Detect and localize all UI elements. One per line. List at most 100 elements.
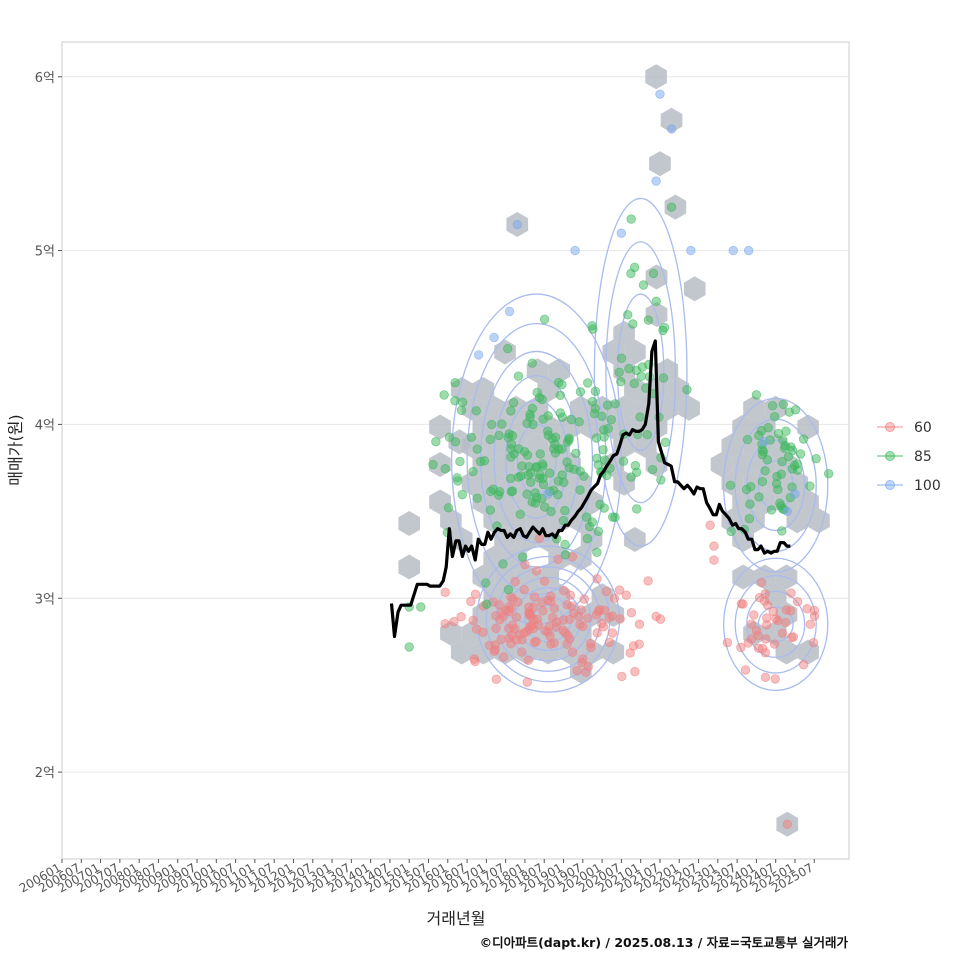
scatter-point (535, 470, 545, 480)
scatter-point (726, 526, 736, 537)
scatter-point (538, 606, 548, 616)
scatter-point (744, 514, 755, 524)
scatter-point (749, 610, 759, 620)
scatter-point (470, 589, 481, 599)
median-price-line (389, 339, 791, 639)
scatter-point (738, 599, 748, 609)
scatter-point (757, 476, 768, 487)
scatter-point (440, 464, 450, 474)
scatter-point (560, 550, 571, 560)
scatter-point (491, 674, 502, 685)
scatter-point (559, 585, 569, 596)
scatter-point (527, 403, 538, 414)
scatter-point (440, 587, 450, 597)
scatter-point (771, 614, 781, 624)
scatter-point (766, 505, 777, 515)
scatter-point (629, 262, 640, 273)
legend-key-point (885, 422, 895, 432)
scatter-point (607, 628, 618, 638)
y-tick-label: 2억 (35, 766, 55, 781)
scatter-point (740, 665, 751, 675)
scatter-point (616, 377, 626, 387)
scatter-point (767, 401, 778, 411)
scatter-point (551, 617, 562, 627)
scatter-point (741, 484, 752, 495)
scatter-point (428, 459, 438, 470)
scatter-point (529, 592, 540, 602)
scatter-point (655, 89, 665, 99)
scatter-point (579, 594, 589, 604)
scatter-point (760, 648, 771, 658)
scatter-point (531, 636, 541, 647)
scatter-point (482, 599, 492, 609)
scatter-point (456, 405, 467, 416)
scatter-point (466, 596, 476, 607)
hex-cell (710, 452, 733, 477)
scatter-point (468, 467, 478, 477)
scatter-point (722, 638, 733, 648)
scatter-point (759, 437, 769, 447)
scatter-point (609, 593, 620, 603)
scatter-point (651, 296, 661, 307)
scatter-point (553, 476, 563, 486)
scatter-point (709, 541, 719, 551)
scatter-point (809, 605, 819, 616)
scatter-point (472, 493, 482, 503)
median-trend (389, 339, 791, 639)
contour-line (493, 375, 580, 544)
scatter-point (485, 434, 496, 445)
scatter-point (583, 613, 593, 624)
scatter-point (632, 504, 642, 514)
scatter-point (524, 602, 534, 612)
scatter-point (504, 306, 515, 317)
scatter-point (773, 428, 784, 439)
scatter-point (602, 400, 613, 410)
scatter-point (498, 559, 508, 569)
scatter-point (760, 672, 771, 682)
scatter-point (555, 390, 565, 400)
scatter-point (581, 512, 592, 522)
scatter-point (507, 630, 517, 640)
scatter-point (599, 432, 609, 442)
scatter-point (439, 390, 449, 400)
scatter-point (756, 426, 767, 436)
scatter-point (555, 408, 566, 418)
scatter-point (560, 539, 570, 550)
hex-cell (667, 377, 689, 402)
hex-cell (775, 639, 798, 665)
scatter-point (472, 444, 482, 454)
scatter-point (470, 656, 480, 667)
scatter-point (582, 533, 593, 544)
scatter-point (651, 176, 661, 186)
scatter-point (786, 588, 796, 598)
scatter-point (782, 819, 792, 829)
scatter-point (583, 378, 593, 388)
scatter-point (757, 449, 768, 460)
hex-cell (786, 508, 809, 534)
scatter-point (771, 478, 782, 489)
scatter-point (808, 638, 819, 648)
scatter-point (528, 614, 539, 625)
scatter-point (473, 350, 484, 360)
scatter-point (532, 387, 542, 398)
scatter-point (522, 677, 532, 687)
scatter-point (647, 464, 658, 475)
scatter-point (628, 319, 638, 329)
scatter-point (618, 456, 629, 467)
scatter-point (626, 607, 637, 618)
scatter-point (450, 395, 460, 406)
scatter-point (456, 612, 466, 622)
scatter-point (508, 397, 519, 408)
transaction-points (404, 89, 834, 829)
scatter-point (523, 470, 533, 480)
scatter-point (517, 552, 528, 562)
scatter-point (811, 453, 821, 464)
scatter-point (575, 619, 585, 630)
scatter-point (621, 590, 632, 600)
scatter-point (449, 616, 459, 627)
scatter-point (792, 596, 803, 607)
scatter-point (666, 124, 677, 134)
scatter-point (507, 430, 518, 441)
scatter-point (553, 554, 563, 564)
scatter-point (779, 443, 790, 453)
